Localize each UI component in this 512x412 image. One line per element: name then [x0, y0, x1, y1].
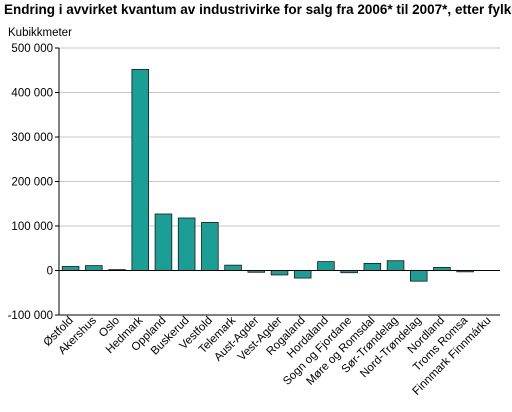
bar-oppland	[154, 213, 173, 271]
y-tick-label: 300 000	[11, 132, 53, 144]
y-axis-ticks: 500 000 400 000 300 000 200 000 100 000 0 -100…	[8, 43, 59, 322]
bar-hedmark	[131, 68, 149, 271]
bar-hordaland	[317, 261, 335, 271]
y-tick-label: 100 000	[11, 221, 53, 233]
bar-buskerud	[177, 217, 196, 271]
y-unit-label: Kubikkmeter	[8, 27, 72, 39]
bar-vestfold	[201, 222, 219, 271]
bar-østfold	[61, 266, 80, 271]
bar-rogaland	[293, 270, 312, 279]
y-tick-label: 0	[47, 266, 53, 278]
bar-sør-trøndelag	[386, 260, 405, 271]
x-axis-ticks: ØstfoldAkershusOsloHedmarkOpplandBuskeru…	[41, 314, 493, 397]
bars	[61, 68, 474, 282]
bar-møre-og-romsdal	[363, 262, 382, 271]
y-tick-label: 200 000	[11, 177, 53, 189]
bar-akershus	[85, 265, 103, 271]
chart-title: Endring i avvirket kvantum av industrivi…	[4, 2, 512, 17]
bar-telemark	[224, 264, 242, 271]
y-tick-label: 500 000	[11, 43, 53, 55]
bar-nord-trøndelag	[410, 270, 428, 282]
y-tick-label: 400 000	[11, 88, 53, 100]
y-tick-label: -100 000	[8, 310, 53, 322]
bar-vest-agder	[270, 270, 289, 276]
